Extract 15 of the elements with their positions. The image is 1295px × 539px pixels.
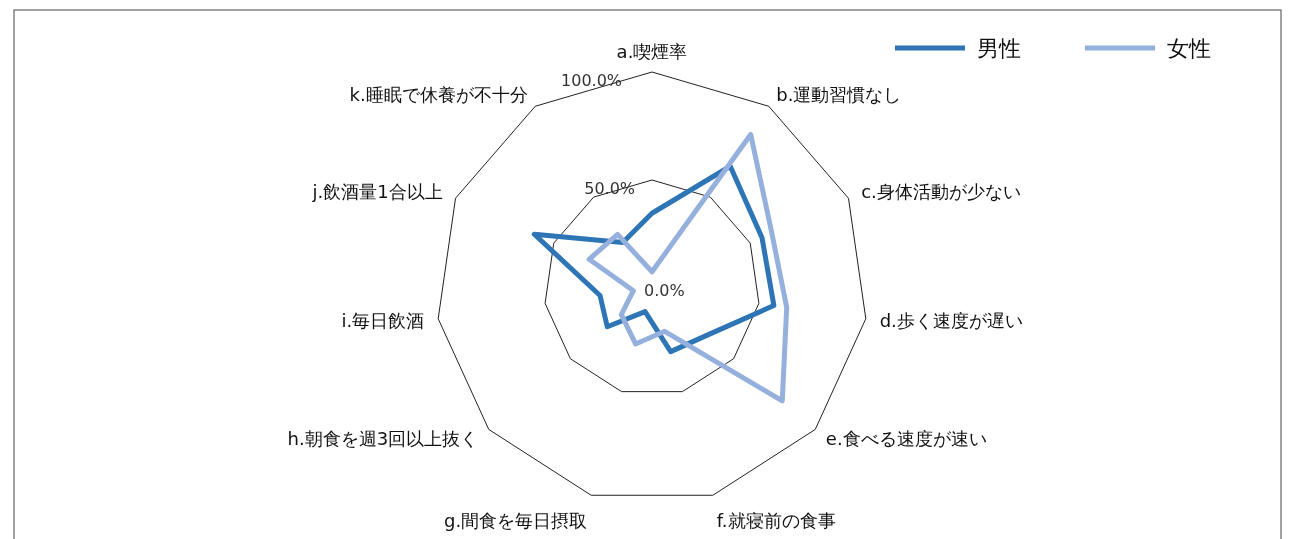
y-tick-label: 100.0% xyxy=(561,71,623,90)
y-tick-label: 0.0% xyxy=(644,281,685,300)
spoke-label: d.歩く速度が遅い xyxy=(879,309,1023,331)
spoke-label: i.毎日飲酒 xyxy=(341,309,425,331)
legend-label: 男性 xyxy=(977,36,1021,61)
legend-label: 女性 xyxy=(1167,36,1211,61)
spoke-label: k.睡眠で休養が不十分 xyxy=(349,83,528,105)
spoke-label: a.喫煙率 xyxy=(616,41,688,62)
spoke-label: j.飲酒量1合以上 xyxy=(311,181,443,203)
spoke-label: b.運動習慣なし xyxy=(776,83,902,105)
spoke-label: e.食べる速度が速い xyxy=(825,427,987,449)
spoke-label: h.朝食を週3回以上抜く xyxy=(287,427,479,449)
spoke-label: c.身体活動が少ない xyxy=(861,181,1021,203)
spoke-label: f.就寝前の食事 xyxy=(716,509,836,531)
spoke-label: g.間食を毎日摂取 xyxy=(444,509,588,531)
